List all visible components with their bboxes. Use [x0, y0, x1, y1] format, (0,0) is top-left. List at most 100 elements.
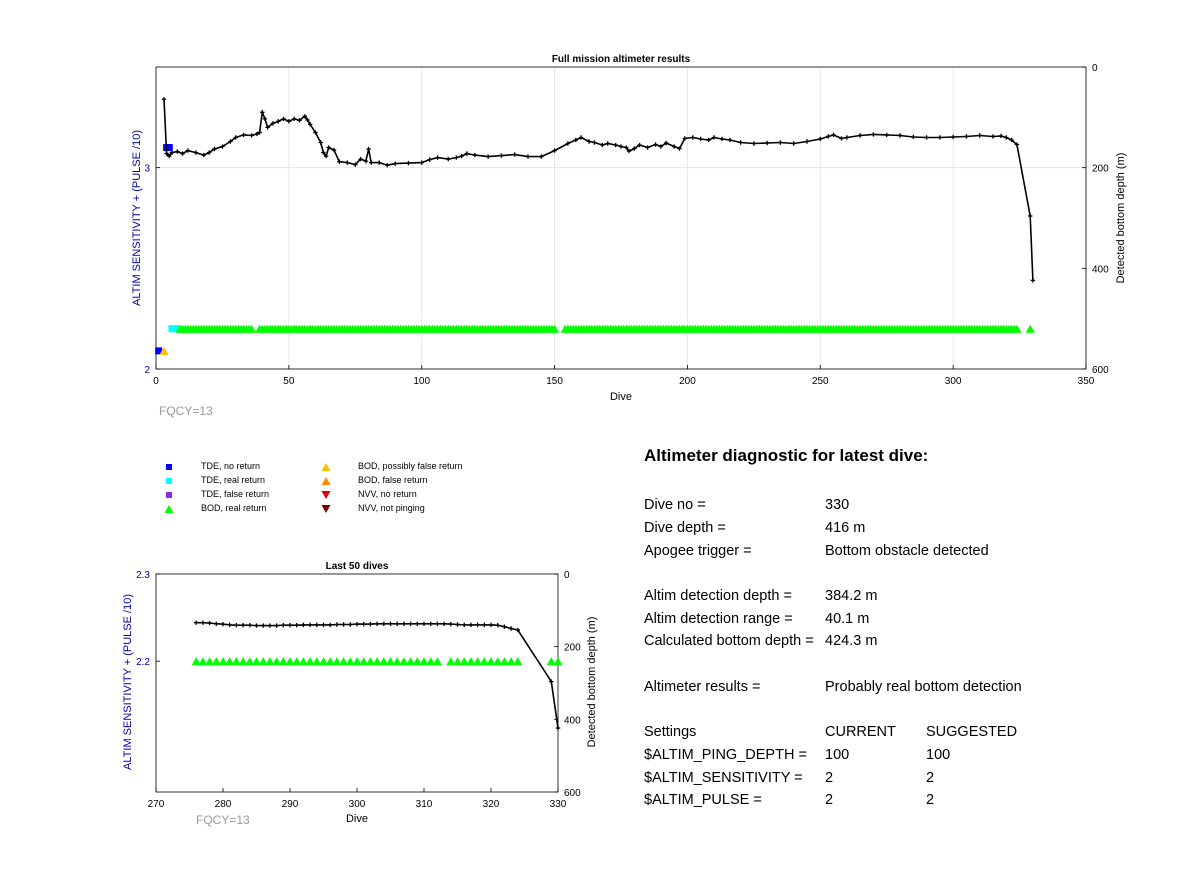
marker-square [165, 144, 173, 152]
marker-triangle [198, 657, 208, 666]
depth-point [600, 142, 605, 148]
diag-label: Dive depth = [644, 520, 726, 537]
marker-triangle [245, 657, 255, 666]
depth-point [318, 140, 323, 145]
marker-triangle [325, 657, 335, 666]
diag-value: 330 [825, 497, 850, 514]
depth-point [337, 159, 342, 164]
depth-point [305, 117, 310, 123]
depth-point [240, 623, 246, 628]
marker-triangle [550, 324, 560, 333]
depth-point [844, 135, 850, 140]
marker-triangle [258, 657, 268, 666]
marker-triangle [339, 657, 349, 666]
depth-point [180, 151, 185, 156]
depth-point [804, 139, 810, 144]
depth-point [711, 135, 717, 140]
depth-point [345, 160, 350, 165]
marker-triangle [473, 657, 483, 666]
depth-point [428, 621, 433, 626]
depth-point [206, 150, 212, 155]
settings-row-pulse: $ALTIM_PULSE = 2 2 [644, 789, 1164, 812]
depth-point [698, 136, 703, 142]
depth-point [677, 146, 682, 151]
diag-value: 40.1 m [825, 610, 870, 627]
marker-triangle [218, 657, 228, 666]
depth-point [228, 139, 233, 144]
depth-point [384, 162, 390, 168]
marker-triangle [426, 657, 436, 666]
depth-point [257, 130, 262, 135]
depth-point [839, 136, 844, 141]
depth-point [294, 623, 299, 628]
legend-square [166, 492, 172, 498]
depth-point [1028, 213, 1033, 219]
depth-point [419, 160, 424, 165]
depth-point [459, 153, 464, 159]
depth-point [475, 622, 480, 628]
diag-label: Altim detection depth = [644, 588, 792, 605]
depth-point [307, 122, 313, 127]
depth-point [354, 621, 360, 627]
depth-point [539, 154, 544, 159]
diag-label: Dive no = [644, 497, 706, 514]
depth-point [502, 624, 507, 629]
depth-point [265, 125, 270, 130]
legend-square [166, 464, 172, 470]
marker-triangle [365, 657, 375, 666]
depth-point [592, 140, 597, 145]
marker-triangle [493, 657, 503, 666]
x-tick-label: 100 [413, 376, 430, 387]
last-50-ylabel-right: Detected bottom depth (m) [586, 617, 598, 748]
last-50-plot-frame [155, 573, 559, 793]
depth-point [605, 141, 610, 146]
last-50-marks [191, 620, 563, 731]
depth-point [281, 623, 286, 628]
depth-point [964, 134, 969, 139]
depth-point [549, 679, 554, 684]
depth-point [274, 623, 279, 628]
diag-row-calculated-bottom-depth: Calculated bottom depth = 424.3 m [644, 630, 1164, 653]
depth-point [314, 622, 319, 628]
marker-triangle [332, 657, 342, 666]
marker-triangle [359, 657, 369, 666]
marker-triangle [225, 657, 235, 666]
legend-symbol-icon [321, 504, 331, 514]
legend-symbol-icon [166, 478, 172, 484]
depth-point [831, 132, 836, 138]
depth-point [408, 621, 413, 626]
depth-point [381, 621, 386, 626]
diag-label: Apogee trigger = [644, 542, 752, 559]
depth-point [185, 148, 191, 153]
depth-point [169, 150, 175, 155]
settings-header-row: Settings CURRENT SUGGESTED [644, 721, 1164, 744]
diag-row-altimeter-results: Altimeter results = Probably real bottom… [644, 676, 1164, 699]
legend-triangle [164, 504, 174, 514]
depth-point [645, 145, 650, 150]
y-right-tick-label: 600 [1092, 365, 1109, 376]
last-50-dives-chart: 270 280 290 300 310 320 330 2.2 2.3 0 200 400 600 La… [122, 561, 598, 827]
diag-label: Altimeter results = [644, 678, 761, 695]
marker-triangle [231, 657, 241, 666]
x-tick-label: 330 [550, 799, 567, 810]
depth-point [421, 621, 427, 626]
depth-line [196, 621, 559, 729]
depth-point [435, 155, 440, 160]
settings-label: $ALTIM_SENSITIVITY = [644, 769, 803, 786]
depth-point [328, 622, 333, 628]
depth-point [313, 130, 318, 135]
depth-point [233, 135, 238, 140]
depth-point [427, 157, 432, 162]
marker-triangle [265, 657, 275, 666]
depth-point [321, 150, 326, 155]
depth-point [462, 622, 467, 628]
depth-point [791, 141, 796, 146]
depth-point [857, 133, 863, 138]
depth-point [302, 114, 307, 119]
depth-point [260, 110, 265, 115]
x-tick-label: 0 [153, 376, 159, 387]
marker-triangle [312, 657, 322, 666]
x-tick-label: 50 [283, 376, 295, 387]
depth-point [1004, 135, 1009, 140]
depth-point [358, 156, 363, 162]
